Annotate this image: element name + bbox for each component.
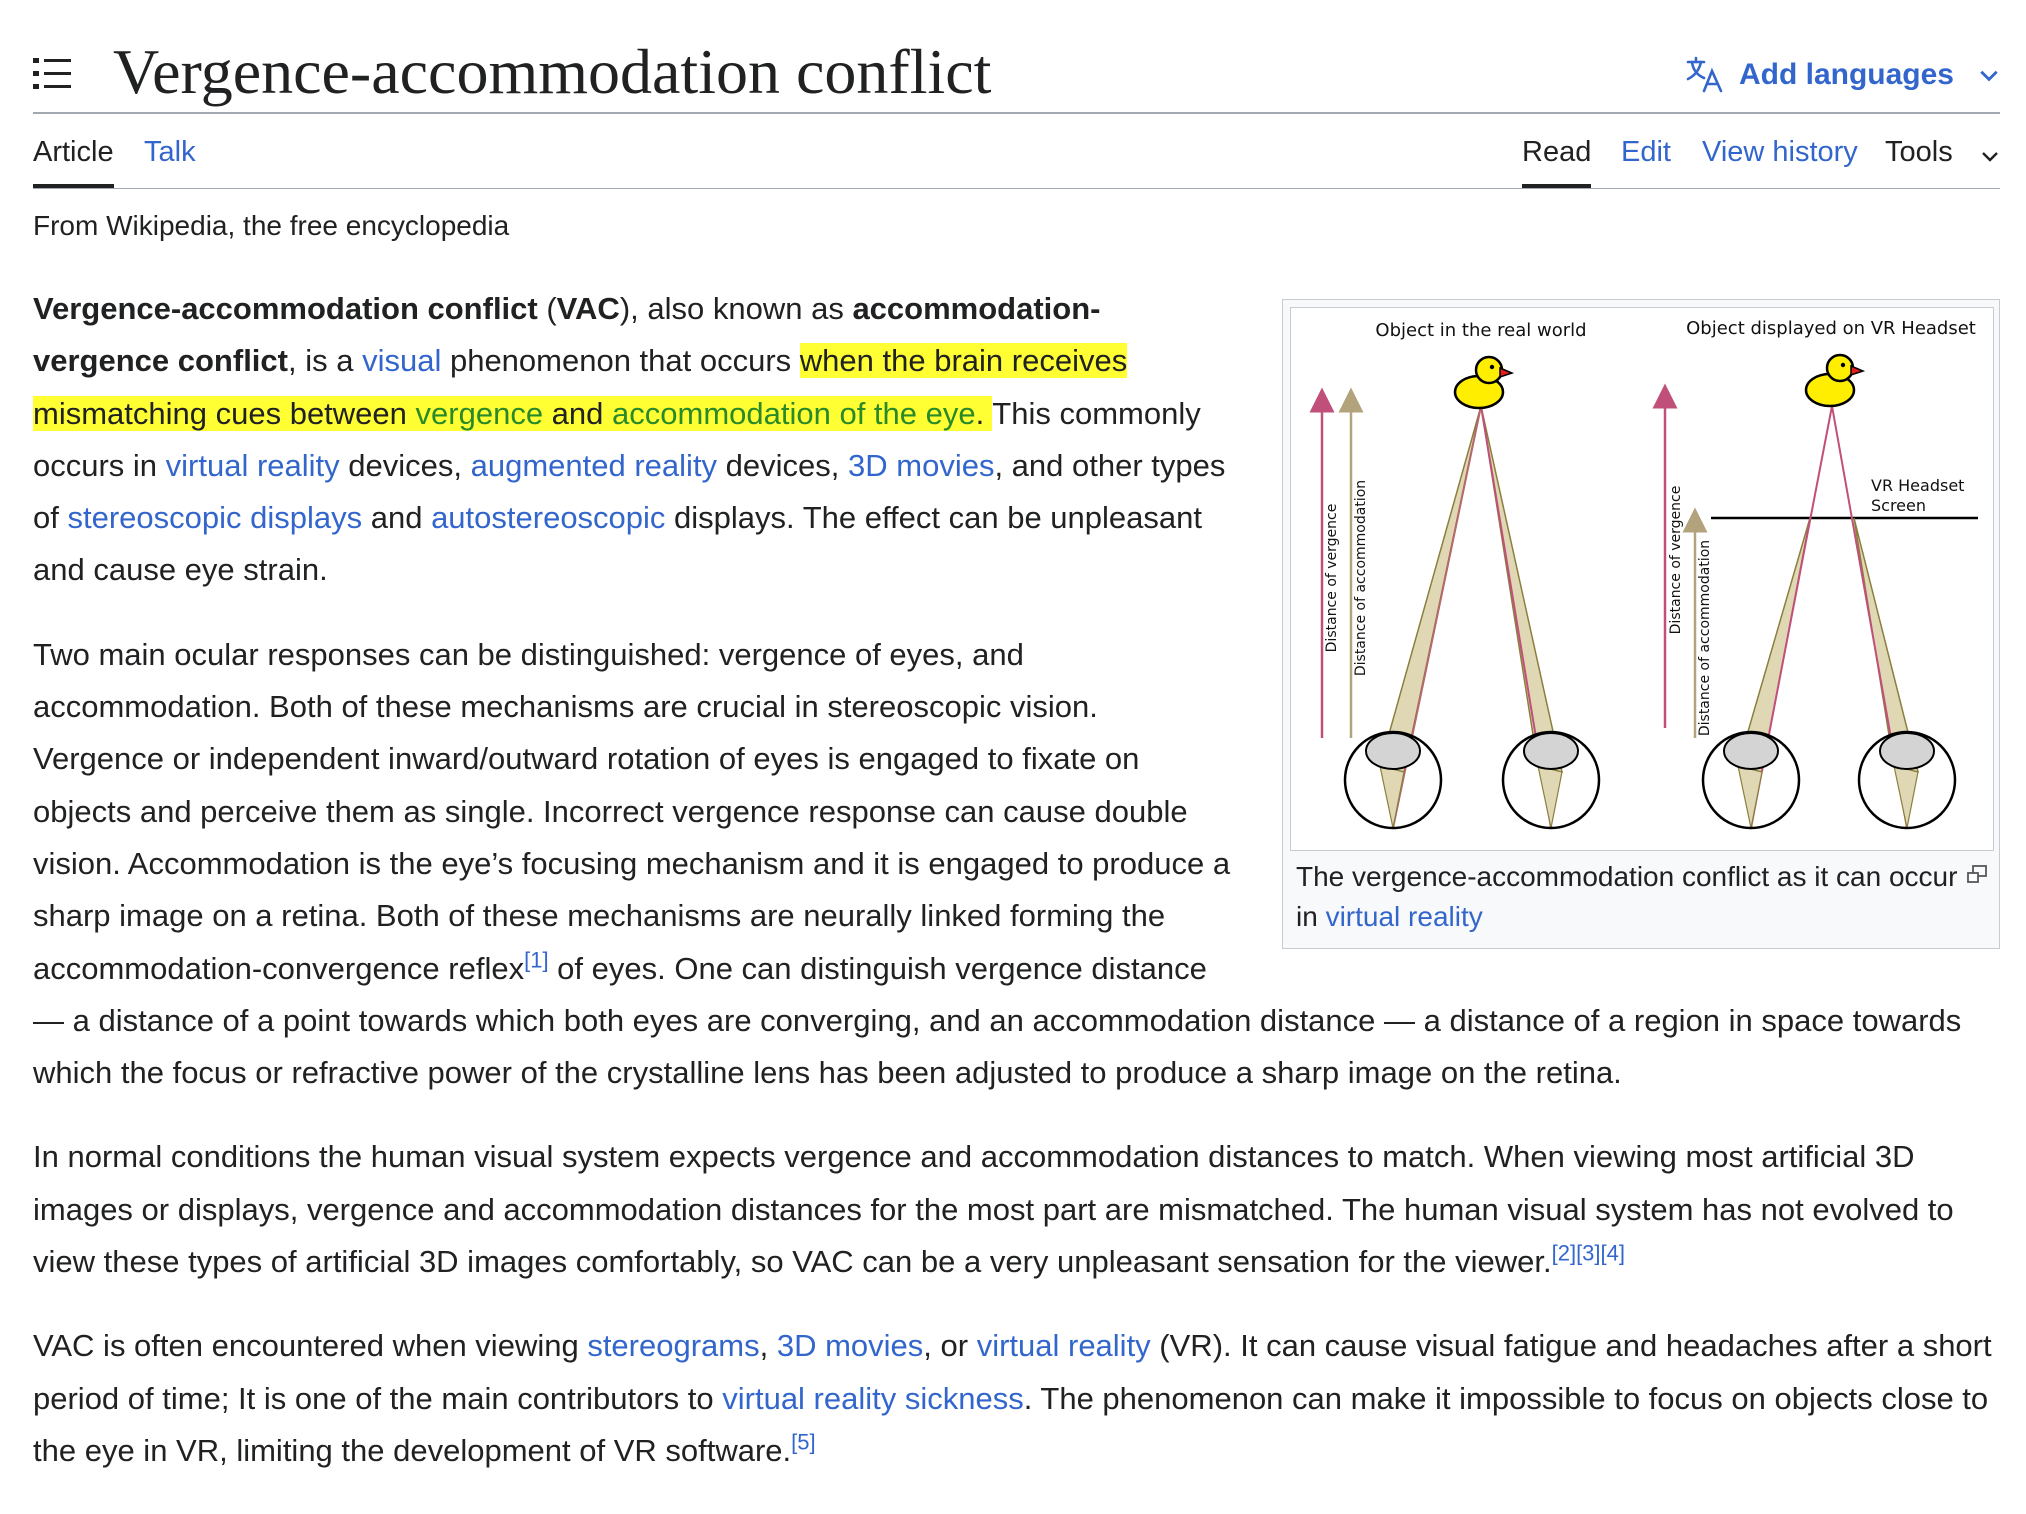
label-vr-screen-1: VR Headset bbox=[1871, 476, 1964, 495]
add-languages-button[interactable]: Add languages bbox=[1685, 50, 2000, 100]
axis-vergence-right: Distance of vergence bbox=[1668, 486, 1684, 635]
link-virtual-reality[interactable]: virtual reality bbox=[165, 447, 340, 483]
label-vr-headset: Object displayed on VR Headset bbox=[1686, 318, 1976, 339]
duck-icon bbox=[1453, 355, 1514, 410]
paragraph-ocular-responses: Two main ocular responses can be disting… bbox=[33, 636, 1962, 1091]
site-tagline: From Wikipedia, the free encyclopedia bbox=[33, 210, 510, 241]
link-vergence[interactable]: vergence bbox=[415, 395, 544, 431]
axis-accommodation-right: Distance of accommodation bbox=[1697, 540, 1713, 736]
link-virtual-reality[interactable]: virtual reality bbox=[976, 1328, 1151, 1364]
link-3d-movies[interactable]: 3D movies bbox=[848, 447, 995, 483]
link-virtual-reality-sickness[interactable]: virtual reality sickness bbox=[722, 1380, 1024, 1416]
page-header: Vergence-accommodation conflict Add lang… bbox=[33, 20, 2000, 114]
enlarge-icon[interactable] bbox=[1966, 865, 1988, 885]
tools-menu-button[interactable]: Tools bbox=[1885, 136, 1953, 168]
figure-thumbnail: Object in the real world Object displaye… bbox=[1282, 299, 2000, 949]
link-accommodation-of-the-eye[interactable]: accommodation of the eye bbox=[612, 395, 976, 431]
link-stereoscopic-displays[interactable]: stereoscopic displays bbox=[67, 500, 363, 536]
link-3d-movies[interactable]: 3D movies bbox=[776, 1328, 924, 1364]
figure-caption: The vergence-accommodation conflict as i… bbox=[1290, 851, 1992, 937]
page-tabs: Article Talk Read Edit View history Tool… bbox=[33, 112, 2000, 189]
label-vr-screen-2: Screen bbox=[1871, 496, 1926, 515]
link-stereograms[interactable]: stereograms bbox=[587, 1328, 760, 1364]
link-visual[interactable]: visual bbox=[362, 343, 442, 379]
paragraph-normal-conditions: In normal conditions the human visual sy… bbox=[33, 1139, 1954, 1280]
bold-term: accommodation-vergence conflict bbox=[33, 291, 1101, 379]
reference-4[interactable]: [4] bbox=[1600, 1240, 1625, 1266]
bold-term: VAC bbox=[556, 291, 620, 326]
tab-article[interactable]: Article bbox=[33, 136, 114, 188]
bold-term: Vergence-accommodation conflict bbox=[33, 291, 538, 326]
tab-view-history[interactable]: View history bbox=[1702, 136, 1858, 168]
caption-link-virtual-reality[interactable]: virtual reality bbox=[1325, 901, 1483, 932]
link-autostereoscopic[interactable]: autostereoscopic bbox=[431, 500, 666, 536]
language-icon bbox=[1686, 56, 1723, 93]
caption-text: The vergence-accommodation conflict as i… bbox=[1296, 861, 1958, 932]
label-real-world: Object in the real world bbox=[1375, 320, 1586, 341]
duck-icon bbox=[1804, 353, 1865, 408]
link-augmented-reality[interactable]: augmented reality bbox=[470, 447, 718, 483]
reference-3[interactable]: [3] bbox=[1576, 1240, 1601, 1266]
tab-edit[interactable]: Edit bbox=[1621, 136, 1671, 168]
table-of-contents-icon[interactable] bbox=[33, 54, 73, 94]
tab-read[interactable]: Read bbox=[1522, 136, 1592, 188]
tab-talk[interactable]: Talk bbox=[144, 136, 196, 168]
reference-1[interactable]: [1] bbox=[524, 947, 549, 973]
axis-accommodation-left: Distance of accommodation bbox=[1353, 480, 1369, 676]
page-title: Vergence-accommodation conflict bbox=[113, 36, 992, 107]
paragraph-vac-encounters: VAC is often encountered when viewing st… bbox=[33, 1328, 1992, 1468]
vac-diagram-image[interactable]: Object in the real world Object displaye… bbox=[1290, 307, 1994, 851]
reference-5[interactable]: [5] bbox=[791, 1429, 816, 1455]
reference-2[interactable]: [2] bbox=[1551, 1240, 1577, 1266]
chevron-down-icon[interactable] bbox=[1980, 146, 2000, 166]
article-body: Object in the real world Object displaye… bbox=[33, 283, 2000, 1509]
axis-vergence-left: Distance of vergence bbox=[1324, 504, 1340, 653]
add-languages-label: Add languages bbox=[1738, 58, 1954, 91]
paragraph-intro: Vergence-accommodation conflict (VAC), a… bbox=[33, 291, 1226, 588]
chevron-down-icon bbox=[1980, 70, 1998, 82]
